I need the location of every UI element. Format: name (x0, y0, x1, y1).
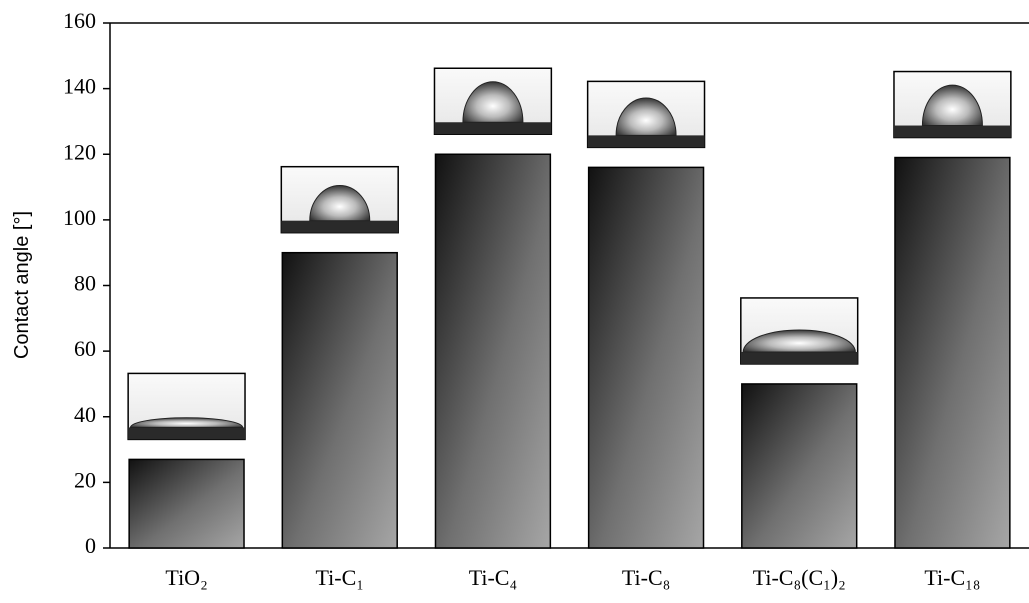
x-tick-label: Ti-C₈ (622, 565, 670, 590)
droplet-inset (894, 72, 1011, 138)
bar (742, 384, 857, 548)
inset-substrate (434, 122, 551, 134)
y-tick-label: 80 (74, 271, 96, 296)
y-axis-label: Contact angle [°] (11, 211, 33, 359)
droplet-inset (128, 373, 245, 439)
y-tick-label: 40 (74, 402, 96, 427)
droplet-inset (281, 167, 398, 233)
bar (282, 253, 397, 548)
bar (129, 459, 244, 548)
x-tick-label: Ti-C₁ (316, 565, 364, 590)
inset-substrate (281, 221, 398, 233)
inset-substrate (128, 427, 245, 439)
x-tick-label: TiO₂ (165, 565, 207, 590)
inset-substrate (588, 135, 705, 147)
inset-substrate (741, 352, 858, 364)
bar (895, 158, 1010, 548)
y-tick-label: 0 (85, 533, 96, 558)
y-tick-label: 100 (63, 205, 96, 230)
inset-substrate (894, 126, 1011, 138)
chart: Contact angle [°] 0 20 40 60 80 100 120 140 160 T… (0, 0, 1029, 603)
y-tick-label: 20 (74, 467, 96, 492)
y-tick-label: 160 (63, 8, 96, 33)
y-tick-label: 140 (63, 74, 96, 99)
bar (589, 167, 704, 548)
droplet-inset (741, 298, 858, 364)
droplet-inset (588, 81, 705, 147)
x-tick-label: Ti-C₄ (469, 565, 517, 590)
bar (435, 154, 550, 548)
y-tick-label: 60 (74, 336, 96, 361)
x-tick-label: Ti-C₈(C₁)₂ (753, 565, 846, 590)
y-tick-label: 120 (63, 139, 96, 164)
x-tick-label: Ti-C₁₈ (924, 565, 980, 590)
droplet-inset (434, 68, 551, 134)
